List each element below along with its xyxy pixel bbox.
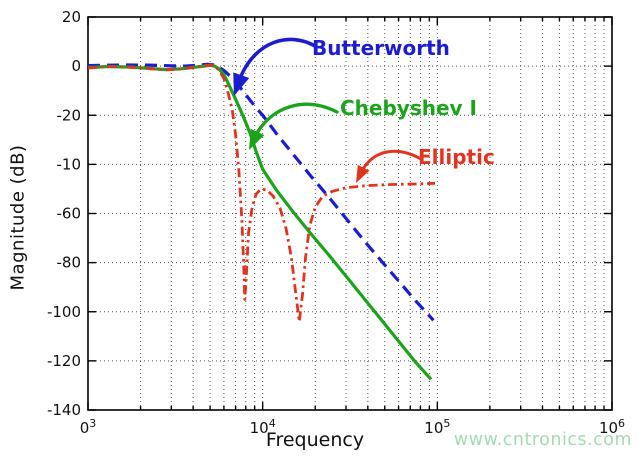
grid	[88, 17, 612, 410]
y-tick-label: -100	[47, 303, 81, 321]
x-axis-title: Frequency	[265, 429, 365, 451]
plot-border	[87, 16, 613, 411]
curves	[88, 62, 436, 381]
x-tick-label: 03	[80, 417, 97, 437]
annotation-arrow-elliptic	[356, 149, 423, 183]
curve-butterworth	[88, 62, 435, 322]
y-tick-label: -140	[47, 401, 81, 419]
annotation-butterworth-label: Butterworth	[312, 36, 450, 60]
watermark-text: www.cntronics.com	[453, 430, 632, 450]
y-tick-label: 0	[71, 57, 81, 75]
y-tick-label: -80	[57, 254, 82, 272]
y-tick-label: -120	[47, 352, 81, 370]
annotation-chebyshev-label: Chebyshev I	[340, 96, 477, 120]
y-tick-label: -60	[57, 205, 82, 223]
y-axis-title: Magnitude (dB)	[7, 144, 29, 291]
annotation-elliptic-label: Elliptic	[418, 145, 495, 169]
annotation-arrow-butterworth	[233, 37, 317, 96]
y-tick-label: -20	[57, 106, 82, 124]
tick-marks	[87, 16, 613, 411]
x-tick-label: 105	[424, 417, 450, 437]
x-tick-label: 104	[250, 417, 276, 437]
annotation-arrow-chebyshev-i	[249, 102, 339, 150]
x-tick-label: 106	[599, 417, 625, 437]
y-tick-label: -10	[57, 155, 82, 173]
y-tick-label: 20	[62, 8, 81, 26]
